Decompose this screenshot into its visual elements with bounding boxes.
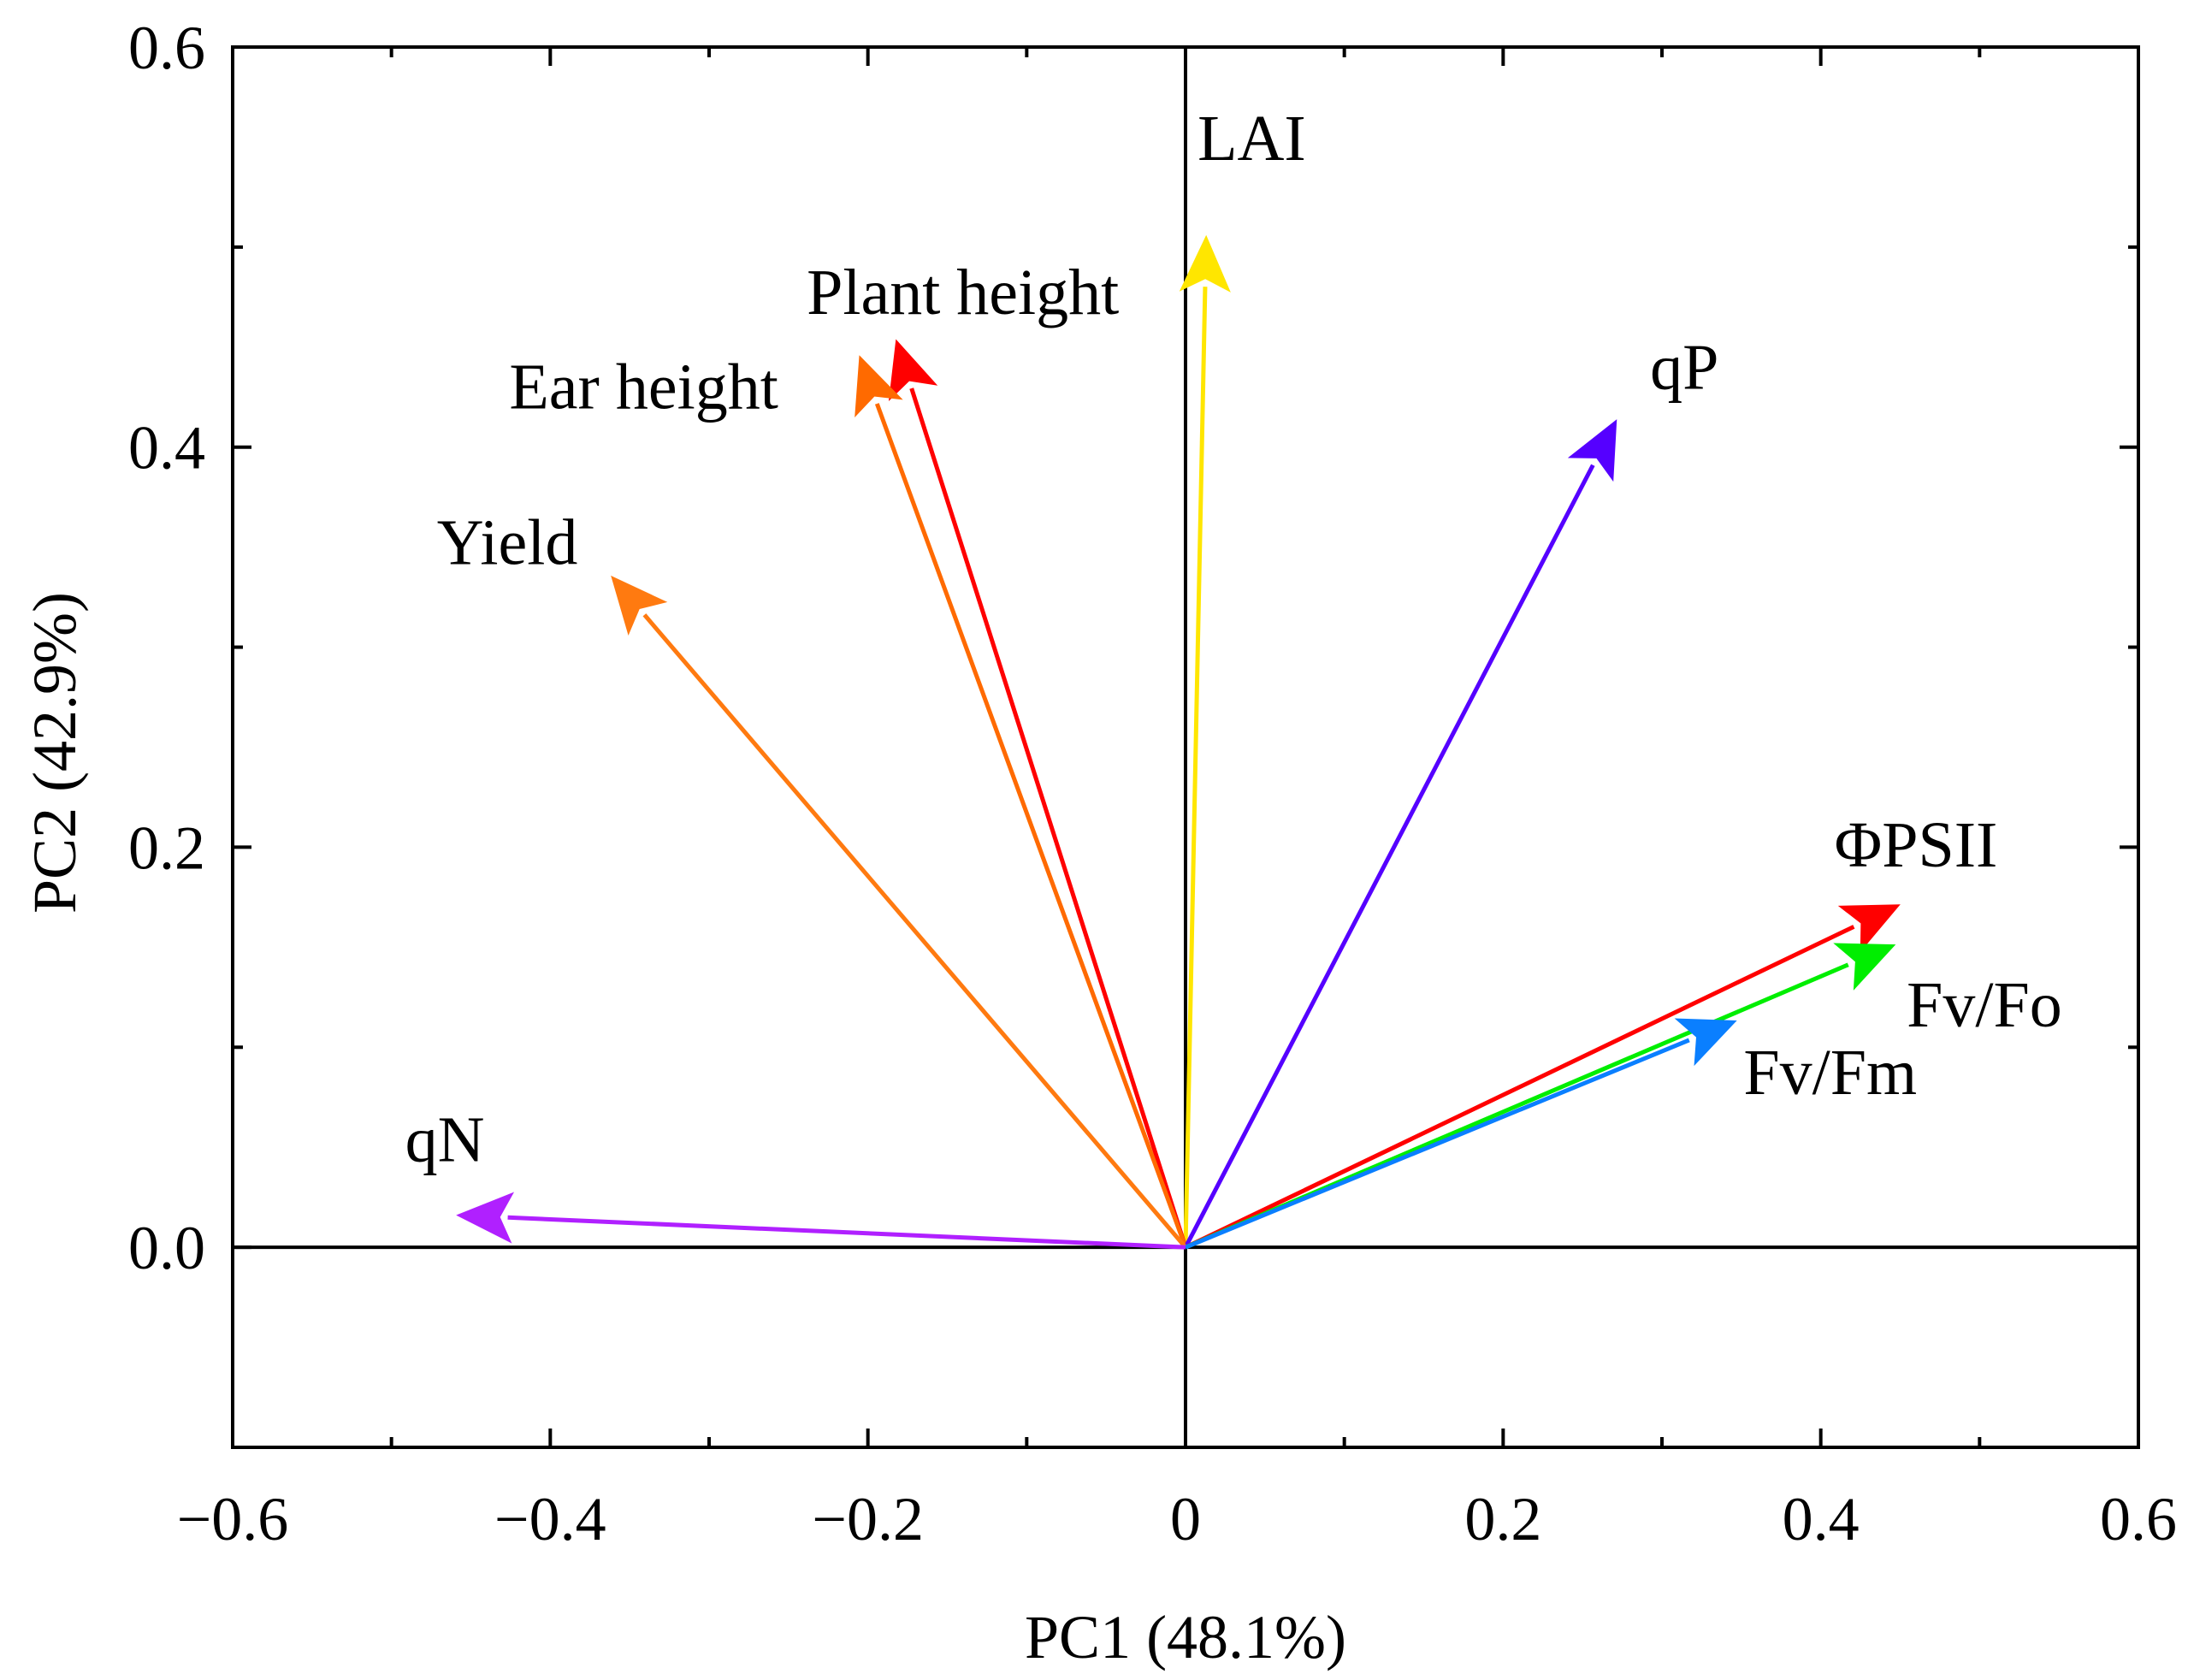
vector-shaft-ear-height — [874, 403, 1188, 1249]
vector-label-lai: LAI — [1197, 103, 1306, 175]
axis-ticks: −0.6 −0.4 −0.2 0 0.2 0.4 0.6 0.0 0.2 0.4 0.6 — [128, 14, 2177, 1553]
x-tick-label: 0.4 — [1783, 1485, 1860, 1553]
x-tick-label: 0.2 — [1464, 1485, 1541, 1553]
vector-arrowhead-fv-fo — [1833, 943, 1896, 991]
x-tick-label: 0 — [1170, 1485, 1201, 1553]
vector-shaft-lai — [1183, 287, 1208, 1248]
x-axis-title: PC1 (48.1%) — [1025, 1603, 1346, 1671]
vector-arrowhead-qn — [456, 1192, 515, 1244]
vector-label-plant-height: Plant height — [807, 257, 1119, 328]
vector-arrowhead-fv-fm — [1674, 1018, 1737, 1067]
vector-arrowhead-qp — [1567, 419, 1617, 482]
vector-label-qp: qP — [1650, 331, 1718, 403]
vector-label-ear-height: Ear height — [509, 351, 778, 423]
vector-label-psii: ΦPSII — [1835, 809, 1998, 881]
x-tick-label: 0.6 — [2100, 1485, 2177, 1553]
vector-label-fv-fm: Fv/Fm — [1743, 1037, 1917, 1109]
vector-arrowhead-ear-height — [855, 355, 903, 418]
vector-shaft-fv-fm — [1185, 1038, 1690, 1250]
vector-shaft-qn — [507, 1215, 1186, 1250]
y-tick-label: 0.6 — [128, 14, 205, 82]
vector-label-qn: qN — [405, 1104, 485, 1176]
vector-labels: LAI Plant height Ear height qP Yield ΦPSII Fv/… — [405, 103, 2062, 1176]
vector-shaft-yield — [642, 613, 1187, 1249]
vector-label-yield: Yield — [437, 507, 578, 579]
vector-arrowhead-lai — [1179, 234, 1231, 293]
y-tick-label: 0.4 — [128, 414, 205, 482]
x-tick-label: −0.4 — [494, 1485, 606, 1553]
y-tick-label: 0.0 — [128, 1214, 205, 1282]
x-tick-label: −0.2 — [812, 1485, 924, 1553]
vector-arrowhead-yield — [611, 575, 668, 636]
x-tick-label: −0.6 — [177, 1485, 289, 1553]
vector-shaft-qp — [1183, 464, 1595, 1249]
y-tick-label: 0.2 — [128, 813, 205, 882]
vector-arrowhead-plant-height — [888, 339, 938, 402]
vector-shaft-psii — [1184, 925, 1855, 1250]
y-axis-title: PC2 (42.9%) — [21, 592, 89, 914]
vector-arrowhead-psii — [1837, 904, 1901, 953]
vector-shaft-plant-height — [909, 387, 1188, 1248]
vector-label-fv-fo: Fv/Fo — [1907, 969, 2062, 1041]
loading-vectors — [456, 234, 1901, 1250]
